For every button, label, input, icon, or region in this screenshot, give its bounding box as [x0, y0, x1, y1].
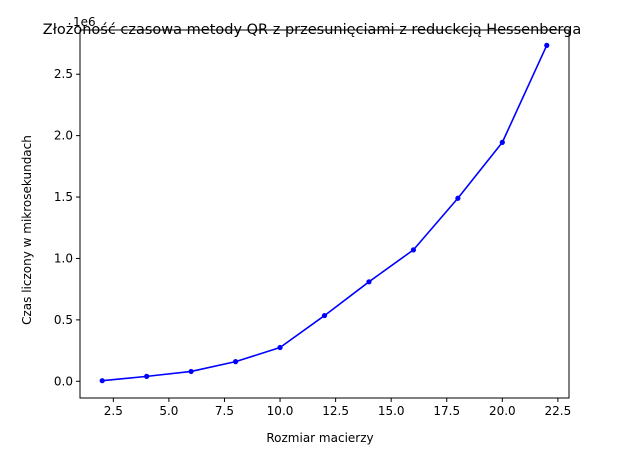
y-tick-label: 1.5: [54, 190, 73, 204]
data-point: [366, 279, 372, 285]
x-axis-ticks: 2.5 5.0 7.5 10.0 12.5 15.0 17.5 20.0 22.5: [104, 398, 571, 418]
data-point: [99, 378, 105, 384]
y-tick-label: 2.5: [54, 67, 73, 81]
y-offset-label: 1e6: [73, 15, 96, 29]
x-tick-label: 22.5: [545, 404, 572, 418]
x-tick-label: 15.0: [378, 404, 405, 418]
y-tick-label: 0.0: [54, 374, 73, 388]
data-point: [544, 42, 550, 48]
x-tick-label: 20.0: [489, 404, 516, 418]
data-point: [455, 195, 461, 201]
x-tick-label: 2.5: [104, 404, 123, 418]
x-tick-label: 17.5: [433, 404, 460, 418]
y-tick-label: 0.5: [54, 313, 73, 327]
x-tick-label: 5.0: [159, 404, 178, 418]
y-axis-ticks: 0.0 0.5 1.0 1.5 2.0 2.5: [54, 67, 80, 388]
data-point: [410, 247, 417, 253]
series-line: [102, 45, 548, 382]
data-point: [144, 373, 150, 379]
data-point: [188, 368, 194, 375]
y-tick-label: 2.0: [54, 129, 73, 143]
y-axis-label: Czas liczony w mikrosekundach: [20, 135, 34, 325]
y-tick-label: 1.0: [54, 251, 73, 265]
data-point: [232, 359, 239, 365]
x-axis-label: Rozmiar macierzy: [266, 431, 373, 445]
data-point: [277, 344, 283, 351]
series: [99, 42, 550, 384]
x-tick-label: 7.5: [215, 404, 234, 418]
plot-frame: [79, 29, 570, 399]
x-tick-label: 10.0: [267, 404, 294, 418]
x-tick-label: 12.5: [322, 404, 349, 418]
data-point: [321, 312, 328, 319]
data-point: [499, 139, 505, 145]
